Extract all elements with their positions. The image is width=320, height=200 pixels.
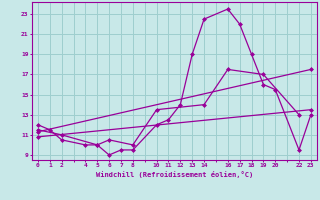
X-axis label: Windchill (Refroidissement éolien,°C): Windchill (Refroidissement éolien,°C) [96, 171, 253, 178]
